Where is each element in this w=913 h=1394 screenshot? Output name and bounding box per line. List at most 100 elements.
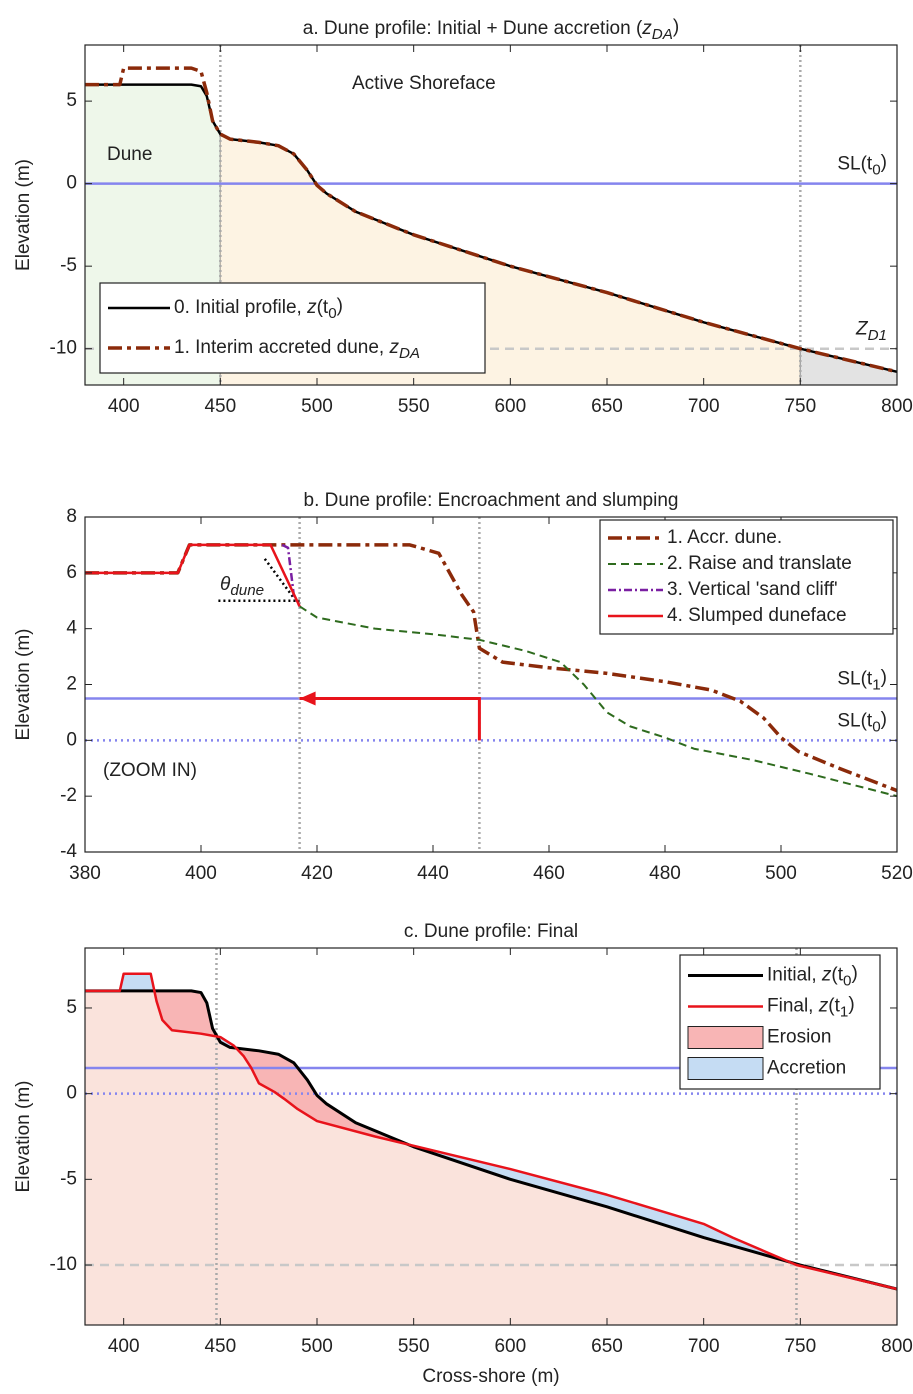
x-axis-label: Cross-shore (m) [422, 1366, 559, 1387]
reference-label: SL(t1) [837, 667, 887, 694]
legend-label: 2. Raise and translate [667, 553, 852, 574]
chart-title: a. Dune profile: Initial + Dune accretio… [303, 16, 679, 43]
text-part: 3. Vertical 'sand cliff' [667, 579, 838, 600]
x-tick-label: 400 [108, 1336, 140, 1357]
x-tick-label: 460 [533, 863, 565, 884]
y-tick-label: -2 [60, 785, 77, 806]
x-tick-label: 600 [494, 1336, 526, 1357]
x-tick-label: 650 [591, 1336, 623, 1357]
text-part: ) [881, 667, 887, 688]
text-part: 0 [872, 718, 880, 735]
text-part: ) [881, 152, 887, 173]
plot-area [85, 517, 897, 852]
y-tick-label: 0 [66, 729, 77, 750]
profile-line [85, 66, 897, 374]
x-tick-label: 400 [108, 396, 140, 417]
under-fill [85, 973, 897, 1325]
text-part: b. Dune profile: Encroachment and slumpi… [304, 490, 679, 511]
profile-line [85, 543, 897, 793]
text-part: 1 [840, 1004, 848, 1021]
legend-label: Accretion [767, 1058, 846, 1079]
y-tick-label: -4 [60, 841, 77, 862]
x-tick-label: 550 [398, 1336, 430, 1357]
text-part: 0 [328, 305, 336, 322]
text-part: (t [828, 996, 840, 1017]
legend-box [99, 282, 486, 374]
arrow-line [299, 696, 481, 741]
text-part: c. Dune profile: Final [404, 921, 578, 942]
y-tick-label: 0 [66, 173, 77, 194]
profile-line [85, 543, 301, 607]
text-part: ) [848, 994, 854, 1015]
y-tick-label: 6 [66, 562, 77, 583]
text-part: DA [652, 26, 673, 43]
text-part: 0. Initial profile, [174, 297, 307, 318]
y-tick-label: 0 [66, 1083, 77, 1104]
text-part: 0 [872, 162, 880, 179]
text-part: dune [230, 582, 264, 599]
text-part: ) [881, 709, 887, 730]
legend-label: Final, z(t1) [767, 994, 855, 1021]
text-part: (t [831, 965, 843, 986]
text-part: 0 [843, 973, 851, 990]
legend-box [679, 954, 881, 1090]
legend-label: 0. Initial profile, z(t0) [174, 295, 343, 322]
text-part: 1 [872, 677, 880, 694]
y-tick-label: 4 [66, 618, 77, 639]
zone-fill [800, 348, 897, 385]
x-tick-label: 750 [784, 1336, 816, 1357]
text-part: z [306, 297, 317, 318]
y-axis-label: Elevation (m) [13, 1081, 34, 1193]
text-part: z [388, 337, 399, 358]
x-tick-label: 800 [881, 396, 913, 417]
x-tick-label: 380 [69, 863, 101, 884]
legend-swatch [687, 1057, 764, 1080]
reference-label: SL(t0) [837, 152, 887, 179]
profile-line [85, 989, 897, 1291]
legend-swatch [687, 1026, 764, 1049]
text-part: ) [673, 16, 679, 37]
profile-line [299, 605, 897, 798]
x-tick-label: 520 [881, 863, 913, 884]
y-axis-label: Elevation (m) [13, 629, 34, 741]
y-tick-label: 8 [66, 506, 77, 527]
angle-guide [263, 558, 295, 599]
y-tick-label: -10 [50, 1254, 77, 1275]
text-part: SL(t [837, 154, 873, 175]
annotation: Active Shoreface [352, 73, 496, 94]
x-tick-label: 450 [204, 396, 236, 417]
annotation: (ZOOM IN) [103, 760, 197, 781]
text-part: SL(t [837, 710, 873, 731]
x-tick-label: 440 [417, 863, 449, 884]
x-tick-label: 450 [204, 1336, 236, 1357]
text-part: ) [337, 295, 343, 316]
legend-label: Initial, z(t0) [767, 963, 858, 990]
y-tick-label: 2 [66, 674, 77, 695]
axes-box [84, 44, 898, 386]
reference-label: SL(t0) [837, 709, 887, 736]
x-tick-label: 750 [784, 396, 816, 417]
x-tick-label: 700 [688, 1336, 720, 1357]
text-part: θ [220, 574, 231, 595]
axes-box [84, 947, 898, 1326]
text-part: a. Dune profile: Initial + Dune accretio… [303, 18, 643, 39]
y-tick-label: 5 [66, 997, 77, 1018]
x-tick-label: 650 [591, 396, 623, 417]
text-part: Z [855, 319, 869, 340]
reference-label: ZD1 [855, 319, 887, 344]
text-part: (t [317, 297, 329, 318]
text-part: ) [851, 963, 857, 984]
text-part: Initial, [767, 965, 822, 986]
x-tick-label: 700 [688, 396, 720, 417]
text-part: z [641, 18, 652, 39]
text-part: z [818, 996, 829, 1017]
y-axis-label: Elevation (m) [13, 159, 34, 271]
y-tick-label: -5 [60, 255, 77, 276]
text-part: 1. Accr. dune. [667, 527, 782, 548]
text-part: Final, [767, 996, 819, 1017]
text-part: 2. Raise and translate [667, 553, 852, 574]
x-tick-label: 500 [765, 863, 797, 884]
text-part: D1 [868, 327, 887, 344]
x-tick-label: 600 [494, 396, 526, 417]
